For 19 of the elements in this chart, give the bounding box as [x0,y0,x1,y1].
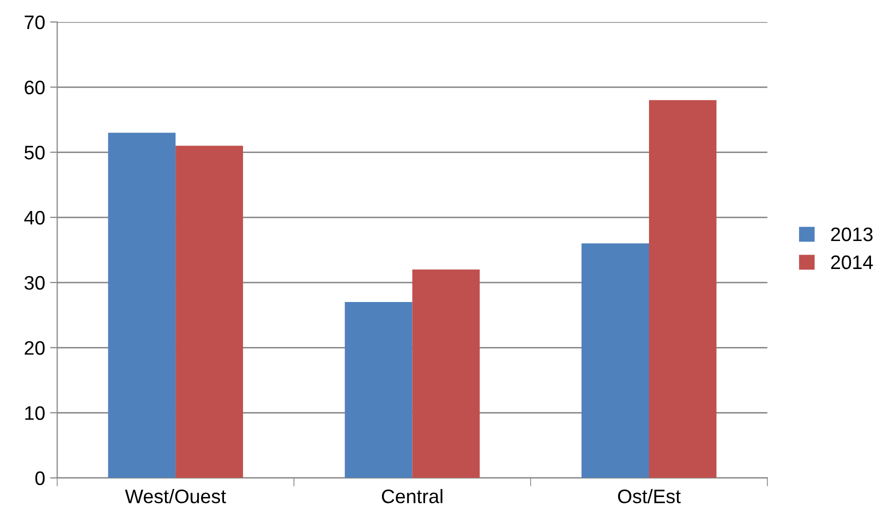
legend-label: 2013 [831,227,873,242]
bar [176,146,244,478]
y-tick-label: 0 [35,471,45,486]
bar [108,132,176,478]
x-tick-label: Central [382,489,442,504]
y-tick-label: 70 [24,15,45,30]
y-tick-label: 60 [24,80,45,94]
y-tick-label: 50 [24,146,45,160]
y-tick-label: 30 [24,276,45,290]
bar [582,243,649,478]
x-tick-label: West/Ouest [125,489,226,504]
bar [412,269,480,478]
y-tick-label: 20 [24,341,45,355]
x-tick-label: Ost/Est [618,489,681,504]
bar [649,100,716,478]
bar [344,302,412,478]
legend-label: 2014 [831,255,873,270]
y-tick-label: 10 [25,406,45,420]
y-tick-label: 40 [24,210,45,225]
